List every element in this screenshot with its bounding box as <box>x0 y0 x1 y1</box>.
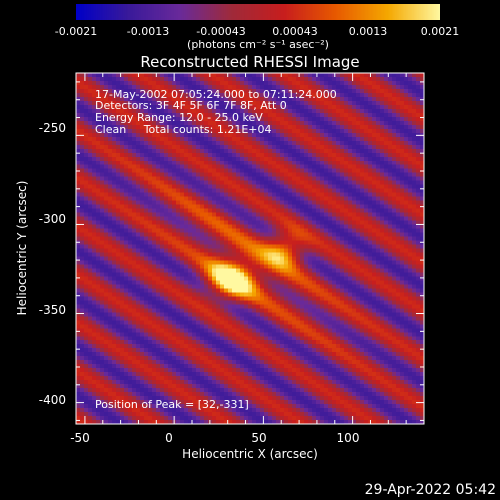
x-tick-label: 50 <box>251 431 267 445</box>
colorbar <box>76 4 440 20</box>
x-axis-label: Heliocentric X (arcsec) <box>182 447 318 461</box>
x-tick-label: -50 <box>70 431 90 445</box>
time-range-annotation: 17-May-2002 07:05:24.000 to 07:11:24.000 <box>95 88 337 101</box>
y-tick-label: -250 <box>38 121 66 135</box>
colorbar-tick-label: -0.0021 <box>54 25 98 38</box>
timestamp: 29-Apr-2022 05:42 <box>364 482 496 498</box>
clean-annotation: Clean Total counts: 1.21E+04 <box>95 124 272 136</box>
colorbar-tick-label: -0.00043 <box>196 25 246 38</box>
y-tick-label: -300 <box>38 212 66 226</box>
colorbar-tick-label: -0.0013 <box>126 25 170 38</box>
y-axis-label: Heliocentric Y (arcsec) <box>15 180 29 316</box>
y-tick-label: -400 <box>38 393 66 407</box>
colorbar-tick-label: 0.0021 <box>420 25 460 38</box>
x-tick-label: 0 <box>165 431 173 445</box>
colorbar-units: (photons cm⁻² s⁻¹ asec⁻²) <box>187 38 329 51</box>
colorbar-tick-label: 0.00043 <box>272 25 318 38</box>
x-tick-label: 100 <box>336 431 360 445</box>
total-counts: Total counts: 1.21E+04 <box>143 123 272 136</box>
colorbar-tick-label: 0.0013 <box>348 25 388 38</box>
clean-label: Clean <box>95 123 127 136</box>
y-tick-label: -350 <box>38 303 66 317</box>
plot-title: Reconstructed RHESSI Image <box>140 53 360 71</box>
detectors-annotation: Detectors: 3F 4F 5F 6F 7F 8F, Att 0 <box>95 99 287 112</box>
peak-position-annotation: Position of Peak = [32,-331] <box>95 398 249 411</box>
energy-range-annotation: Energy Range: 12.0 - 25.0 keV <box>95 111 263 124</box>
